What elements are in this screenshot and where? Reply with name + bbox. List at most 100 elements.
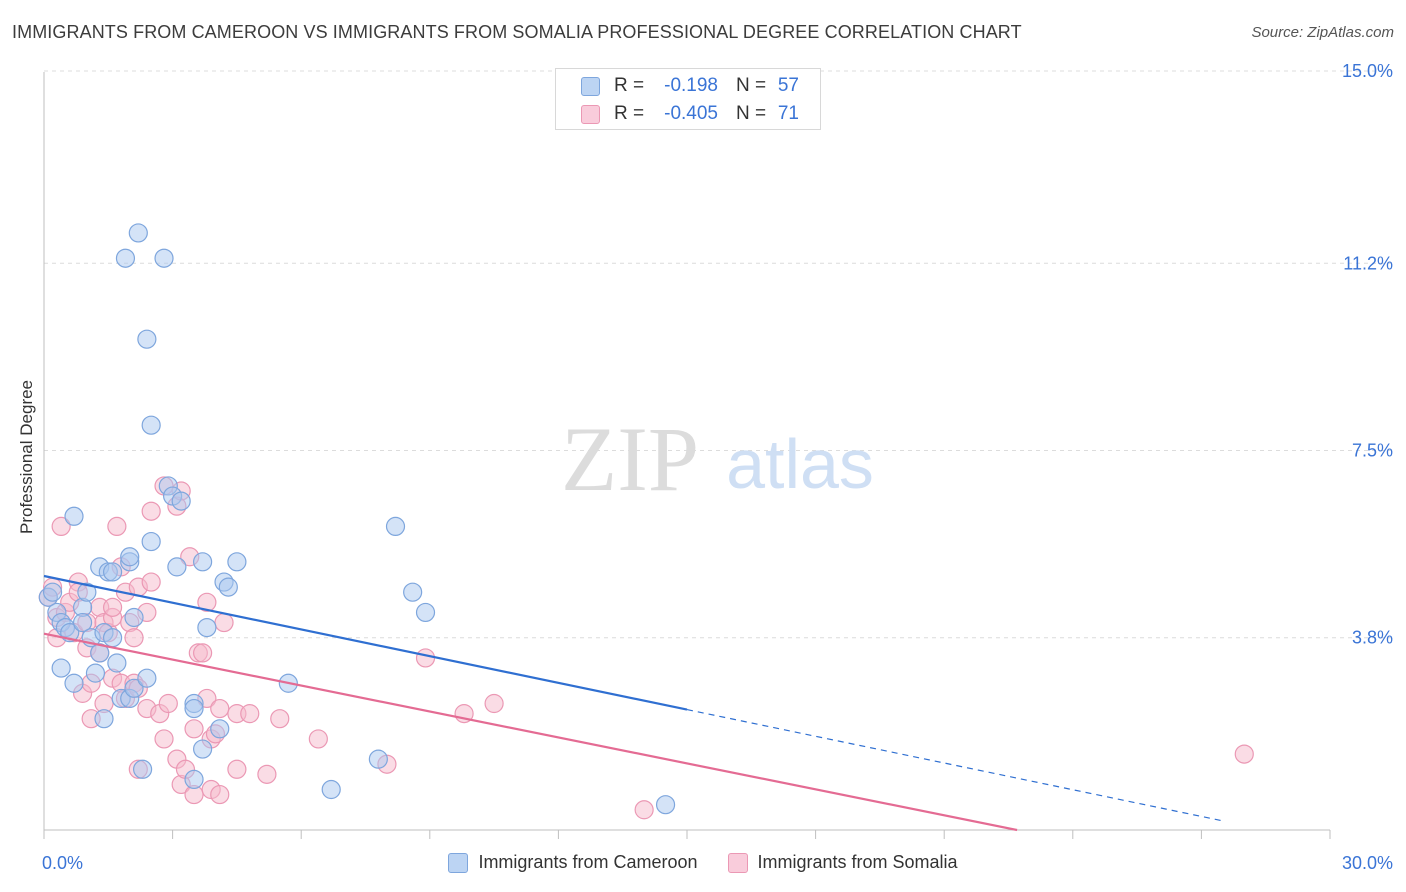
somalia-point-71 [1234, 744, 1254, 764]
stats-swatch-cameroon [581, 76, 600, 96]
cameroon-point-44 [193, 739, 213, 759]
somalia-point-40 [154, 729, 174, 749]
somalia-point-36 [141, 572, 161, 592]
cameroon-point-43 [193, 552, 213, 572]
cameroon-point-8 [64, 673, 84, 693]
cameroon-point-53 [385, 516, 406, 537]
cameroon-point-31 [137, 668, 157, 688]
tick-labels: 3.8% 7.5% 11.2% 15.0% 0.0% 30.0% [42, 61, 1393, 873]
somalia-points [38, 476, 1254, 820]
legend-item-cameroon[interactable]: Immigrants from Cameroon [448, 852, 698, 873]
cameroon-point-39 [171, 491, 191, 511]
cameroon-point-55 [415, 602, 436, 623]
x-tick-label-1: 30.0% [1342, 853, 1393, 873]
somalia-point-65 [308, 729, 328, 749]
x-tick-label-0: 0.0% [42, 853, 83, 873]
cameroon-point-48 [218, 577, 238, 597]
cameroon-point-29 [128, 223, 148, 243]
somalia-point-22 [102, 597, 123, 617]
somalia-point-64 [270, 709, 290, 729]
cameroon-point-16 [94, 709, 114, 729]
cameroon-point-28 [124, 678, 144, 698]
cameroon-point-34 [141, 531, 161, 552]
cameroon-point-35 [154, 248, 174, 268]
stats-swatch-somalia [581, 104, 600, 124]
y-tick-label-2: 11.2% [1343, 253, 1393, 273]
somalia-point-52 [197, 592, 217, 612]
legend-swatch-cameroon [448, 852, 469, 873]
cameroon-point-27 [124, 607, 144, 628]
cameroon-point-56 [655, 795, 676, 815]
somalia-point-59 [214, 612, 234, 633]
somalia-point-57 [210, 698, 230, 719]
legend-label-cameroon: Immigrants from Cameroon [478, 852, 698, 872]
stats-n-label: N = [736, 103, 767, 124]
stats-legend: R = -0.198 N = 57 R = -0.405 N = 71 [555, 68, 821, 130]
cameroon-point-51 [321, 779, 341, 800]
somalia-point-67 [415, 648, 436, 668]
somalia-point-63 [257, 764, 277, 784]
cameroon-trend-extension [686, 708, 1223, 822]
cameroon-point-32 [137, 329, 157, 349]
somalia-point-51 [193, 643, 213, 663]
cameroon-point-46 [210, 719, 230, 739]
cameroon-point-7 [64, 506, 84, 526]
y-tick-label-0: 3.8% [1352, 628, 1393, 648]
cameroon-point-54 [403, 582, 423, 602]
cameroon-point-10 [72, 612, 93, 633]
cameroon-points [38, 223, 676, 815]
somalia-point-23 [107, 516, 127, 537]
watermark: ZIP atlas [561, 408, 874, 510]
cameroon-point-42 [184, 698, 204, 719]
stats-r-label: R = [614, 75, 645, 96]
cameroon-point-38 [167, 557, 187, 577]
y-tick-label-3: 15.0% [1342, 61, 1393, 81]
cameroon-point-20 [102, 628, 123, 648]
somalia-point-41 [158, 693, 178, 714]
cameroon-point-49 [227, 552, 247, 572]
somalia-point-62 [240, 704, 260, 724]
y-tick-label-1: 7.5% [1352, 441, 1393, 461]
stats-r-value: -0.198 [664, 75, 718, 96]
stats-r-value: -0.405 [664, 103, 718, 124]
somalia-point-37 [141, 501, 161, 521]
somalia-trend-line [43, 632, 1018, 832]
cameroon-point-4 [51, 658, 71, 678]
cameroon-point-45 [197, 617, 217, 638]
trend-lines [43, 574, 1223, 832]
somalia-point-70 [634, 800, 654, 820]
somalia-point-58 [210, 784, 230, 805]
somalia-point-69 [484, 693, 504, 714]
cameroon-point-23 [115, 248, 136, 268]
legend-label-somalia: Immigrants from Somalia [757, 852, 958, 872]
cameroon-point-25 [120, 547, 140, 567]
stats-n-value: 71 [777, 103, 799, 124]
somalia-point-29 [124, 628, 144, 648]
cameroon-point-13 [85, 663, 106, 683]
cameroon-point-30 [132, 759, 153, 779]
legend-swatch-somalia [727, 852, 748, 873]
stats-n-value: 57 [777, 75, 799, 96]
cameroon-point-33 [141, 415, 161, 435]
cameroon-point-52 [368, 749, 388, 769]
stats-n-label: N = [736, 75, 767, 96]
cameroon-point-40 [184, 769, 204, 790]
source-credit: Source: ZipAtlas.com [1251, 24, 1394, 41]
watermark-zip: ZIP [561, 408, 699, 510]
cameroon-point-19 [102, 562, 123, 582]
somalia-point-61 [227, 759, 247, 779]
watermark-atlas: atlas [726, 425, 874, 503]
somalia-point-4 [51, 516, 71, 537]
cameroon-point-11 [77, 582, 97, 602]
cameroon-point-21 [107, 653, 127, 673]
grid-lines [44, 70, 1392, 639]
series-legend: Immigrants from Cameroon Immigrants from… [0, 852, 1406, 873]
cameroon-trend-line [43, 574, 688, 711]
cameroon-point-1 [42, 582, 63, 602]
stats-r-label: R = [614, 103, 645, 124]
legend-item-somalia[interactable]: Immigrants from Somalia [727, 852, 958, 873]
chart-title: IMMIGRANTS FROM CAMEROON VS IMMIGRANTS F… [12, 22, 1022, 42]
axes [43, 72, 1331, 839]
somalia-point-48 [184, 719, 204, 739]
